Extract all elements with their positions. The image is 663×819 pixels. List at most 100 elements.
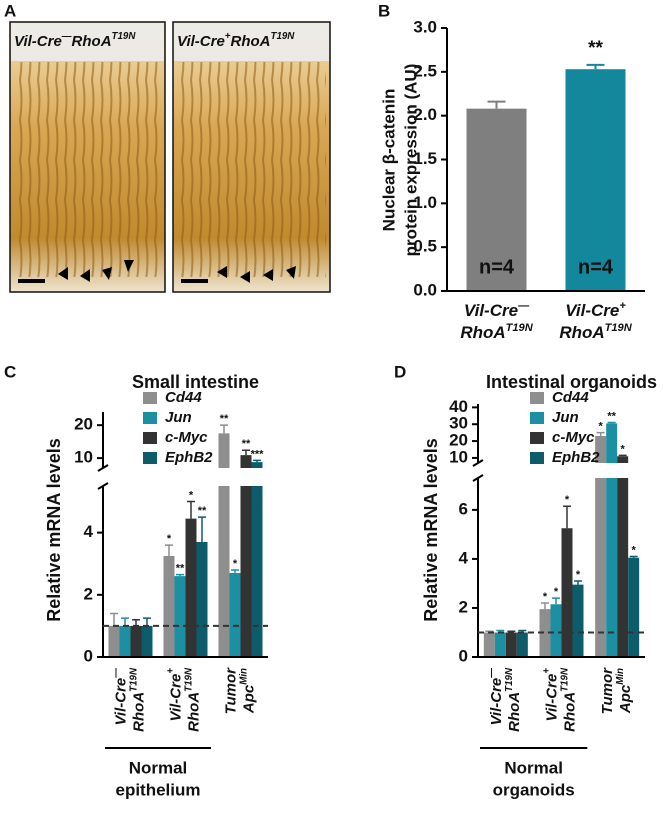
bar <box>561 528 573 657</box>
superscript: T19N <box>506 322 534 334</box>
error-bar <box>220 424 228 434</box>
y-axis-label: Relative mRNA levels <box>421 438 441 621</box>
label-band <box>174 23 329 61</box>
label-part: Vil-Cre <box>543 674 560 722</box>
bar <box>218 433 230 657</box>
bar <box>240 455 252 657</box>
error-bar <box>487 100 506 109</box>
panel-letter: D <box>394 362 406 381</box>
y-tick-label: 3.0 <box>413 17 437 36</box>
superscript: Min <box>615 668 626 685</box>
label-part: RhoA <box>130 692 147 732</box>
superscript: T19N <box>112 31 137 42</box>
significance: * <box>632 544 637 556</box>
x-tick-label: RhoAT19N <box>129 667 148 732</box>
bar <box>505 632 517 657</box>
significance: * <box>565 494 570 506</box>
y-tick-label: 20 <box>74 415 93 434</box>
legend-swatch <box>143 452 157 464</box>
x-tick-label: Vil-Cre— <box>486 668 505 726</box>
superscript: + <box>619 300 626 312</box>
significance: ** <box>607 410 616 422</box>
x-tick-label: RhoAT19N <box>560 667 579 732</box>
bar <box>539 609 551 657</box>
y-tick-label: 2 <box>459 597 468 616</box>
label-band <box>11 23 164 61</box>
label-part: RhoA <box>231 33 271 50</box>
label-part: Vil-Cre <box>177 33 225 50</box>
label-part: Apc <box>240 684 257 714</box>
error-bar <box>132 618 140 626</box>
y-axis <box>472 404 484 658</box>
error-bar <box>176 573 184 577</box>
y-tick-label: 40 <box>449 397 468 416</box>
superscript: T19N <box>184 667 195 692</box>
panel-a-images <box>9 21 331 293</box>
bar <box>606 423 618 657</box>
superscript: — <box>517 300 530 312</box>
bar <box>628 557 640 657</box>
error-bar <box>231 569 239 574</box>
bracket-label: epithelium <box>115 780 200 799</box>
significance: * <box>189 489 194 501</box>
legend-label: c-Myc <box>552 429 595 446</box>
superscript: Min <box>239 668 250 685</box>
panel-letter: A <box>4 1 16 20</box>
error-bar <box>110 612 118 626</box>
superscript: — <box>111 668 122 679</box>
legend-swatch <box>530 392 544 404</box>
bar <box>130 625 142 657</box>
y-axis <box>97 412 109 658</box>
label-part: RhoA <box>185 692 202 732</box>
error-bar <box>198 516 206 542</box>
superscript: T19N <box>605 322 633 334</box>
x-tick-label: RhoAT19N <box>460 322 533 343</box>
bar <box>174 576 186 657</box>
x-tick-label: RhoAT19N <box>184 667 203 732</box>
error-bar <box>563 505 571 529</box>
bar <box>494 632 506 657</box>
legend-swatch <box>530 452 544 464</box>
label-part: Vil-Cre <box>14 33 62 50</box>
y-tick-label: 0.5 <box>413 237 437 256</box>
legend-swatch <box>143 392 157 404</box>
bar <box>185 518 197 657</box>
label-part: Vil-Cre <box>464 301 518 320</box>
legend-label: Jun <box>165 409 192 426</box>
legend-swatch <box>530 432 544 444</box>
significance: *** <box>251 448 265 460</box>
error-bar <box>187 500 195 519</box>
legend-label: Jun <box>552 409 579 426</box>
superscript: + <box>225 31 231 42</box>
bar <box>516 632 528 657</box>
label-part: Apc <box>617 684 634 714</box>
significance: ** <box>242 438 251 450</box>
bar-label: n=4 <box>578 256 614 278</box>
micrograph-texture <box>14 62 161 277</box>
label-part: RhoA <box>506 692 523 732</box>
y-tick-label: 2 <box>84 584 93 603</box>
x-tick-label: Tumor <box>222 667 239 715</box>
y-tick-label: 20 <box>449 431 468 450</box>
significance: * <box>576 569 581 581</box>
error-bar <box>121 617 129 626</box>
significance: ** <box>198 505 207 517</box>
y-tick-label: 0 <box>84 646 93 665</box>
x-tick-label: RhoAT19N <box>504 667 523 732</box>
y-tick-label: 2.5 <box>413 61 437 80</box>
y-tick-label: 0 <box>459 646 468 665</box>
error-bar <box>607 421 616 424</box>
error-bar <box>618 454 627 457</box>
superscript: T19N <box>129 667 140 692</box>
label-part: RhoA <box>460 323 505 342</box>
x-tick-label: Tumor <box>599 667 616 715</box>
significance: * <box>621 443 626 455</box>
legend-label: Cd44 <box>165 389 202 406</box>
bar <box>572 584 584 657</box>
error-bar <box>629 555 638 558</box>
legend-label: c-Myc <box>165 429 208 446</box>
x-tick-label: Vil-Cre+ <box>166 668 185 722</box>
arrowheads <box>58 260 134 282</box>
error-bar <box>552 597 560 605</box>
